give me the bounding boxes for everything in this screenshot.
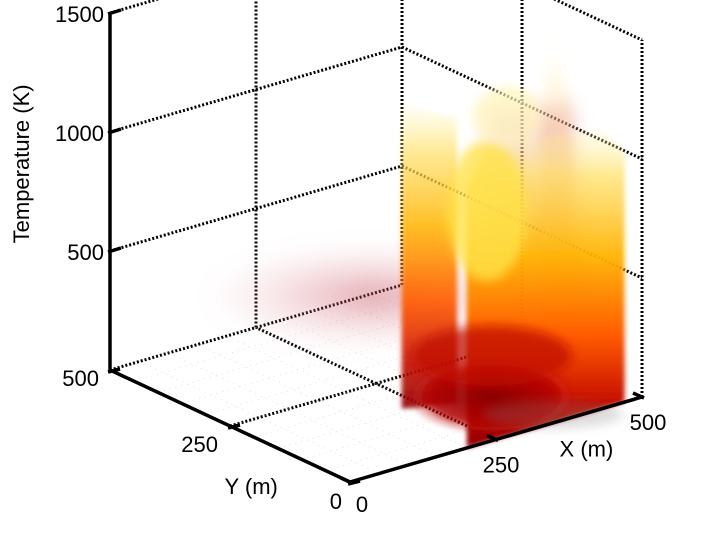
- x-tick-mark: [632, 391, 645, 400]
- y-axis-label: Y (m): [225, 474, 278, 499]
- z-tick-label: 1500: [55, 2, 104, 27]
- y-tick-label: 500: [62, 366, 99, 391]
- y-tick-mark: [227, 423, 241, 430]
- z-tick-mark: [107, 246, 122, 254]
- axis-labels: 0 250 500 0 250 500 500 1000 1500 X (m) Y (m) Tempe…: [9, 2, 666, 517]
- y-tick-label: 0: [330, 489, 342, 514]
- x-axis-label: X (m): [560, 436, 614, 461]
- y-tick-mark: [347, 479, 361, 486]
- floor-mesh: [226, 335, 467, 449]
- x-tick-mark: [486, 433, 499, 443]
- x-tick-label: 500: [630, 410, 667, 435]
- y-tick-mark: [107, 367, 121, 374]
- heat-haze: [203, 241, 544, 352]
- x-tick-label: 0: [356, 492, 368, 517]
- axes: [107, 8, 645, 486]
- z-tick-mark: [107, 8, 122, 16]
- z-tick-label: 500: [67, 240, 104, 265]
- floor-shadow: [482, 400, 623, 429]
- floor-mesh: [255, 327, 497, 440]
- z-axis-label: Temperature (K): [9, 84, 34, 243]
- x-tick-label: 250: [483, 453, 520, 478]
- z-tick-label: 1000: [55, 121, 104, 146]
- temperature-surface: [203, 38, 625, 448]
- flame-base: [411, 325, 572, 386]
- z-tick-mark: [107, 127, 122, 135]
- y-tick-label: 250: [181, 432, 218, 457]
- floor-mesh: [197, 344, 438, 457]
- grid-line-z: [109, 164, 403, 253]
- box-edge: [552, 0, 643, 42]
- flame-tip: [473, 86, 544, 147]
- flame-core: [446, 140, 527, 281]
